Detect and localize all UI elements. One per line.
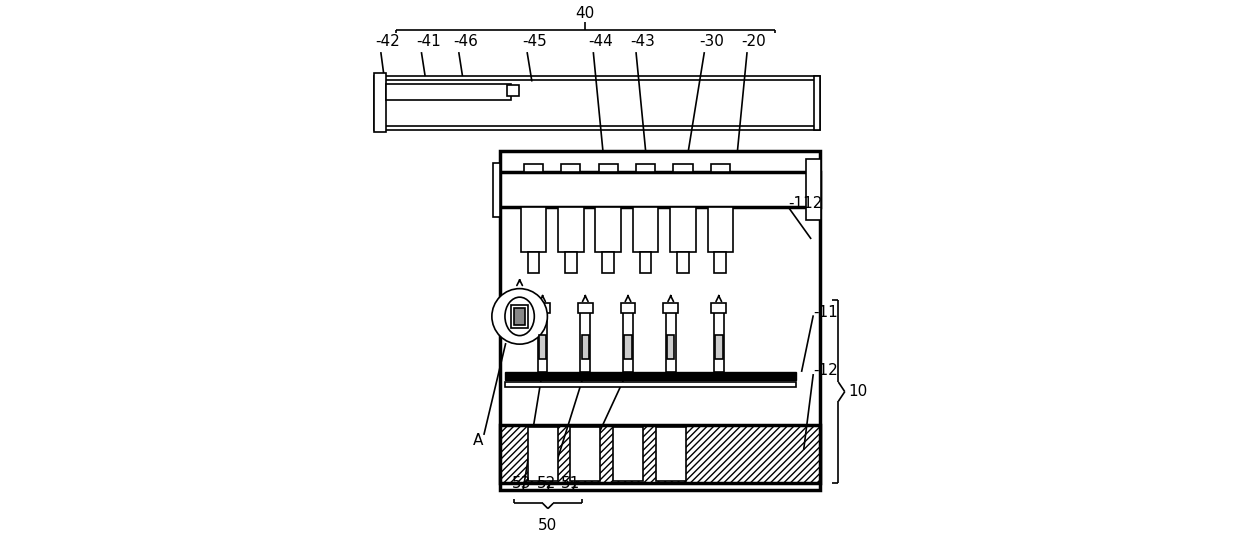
Bar: [386, 84, 511, 100]
Text: -112: -112: [789, 196, 822, 211]
Bar: [500, 426, 820, 483]
Bar: [636, 164, 655, 172]
Bar: [711, 164, 730, 172]
Bar: [656, 427, 686, 482]
Bar: [582, 335, 589, 358]
Bar: [580, 310, 590, 372]
Text: 40: 40: [575, 6, 595, 21]
Bar: [505, 381, 796, 387]
Bar: [500, 151, 820, 490]
Bar: [813, 76, 820, 130]
Text: -30: -30: [699, 34, 724, 49]
Bar: [712, 303, 727, 313]
Text: A: A: [472, 433, 484, 448]
Bar: [505, 372, 796, 380]
Text: 53: 53: [512, 476, 532, 491]
Bar: [562, 164, 580, 172]
Text: 50: 50: [538, 518, 558, 533]
Bar: [528, 252, 539, 273]
Bar: [595, 207, 621, 252]
Bar: [507, 84, 518, 96]
Bar: [570, 427, 600, 482]
Text: 52: 52: [537, 476, 556, 491]
Bar: [521, 207, 547, 252]
Bar: [663, 303, 678, 313]
Bar: [613, 427, 644, 482]
Text: -46: -46: [454, 34, 479, 49]
Bar: [666, 310, 676, 372]
Text: 51: 51: [562, 476, 580, 491]
Bar: [578, 303, 593, 313]
Text: -20: -20: [742, 34, 766, 49]
Text: -41: -41: [417, 34, 440, 49]
Bar: [640, 252, 651, 273]
Bar: [632, 207, 658, 252]
Bar: [714, 310, 724, 372]
Text: -45: -45: [522, 34, 547, 49]
Bar: [677, 252, 689, 273]
Bar: [538, 310, 547, 372]
Bar: [528, 427, 558, 482]
Ellipse shape: [505, 297, 534, 336]
Bar: [620, 303, 635, 313]
Bar: [708, 207, 733, 252]
Bar: [624, 310, 632, 372]
Text: 10: 10: [848, 384, 867, 399]
Bar: [714, 252, 727, 273]
Bar: [500, 172, 820, 207]
Bar: [624, 335, 631, 358]
Bar: [673, 164, 693, 172]
Bar: [715, 335, 723, 358]
Text: -11: -11: [813, 305, 838, 320]
Bar: [599, 164, 618, 172]
Text: -43: -43: [631, 34, 656, 49]
Bar: [494, 162, 501, 217]
Bar: [667, 335, 675, 358]
Bar: [565, 252, 577, 273]
Bar: [806, 159, 821, 220]
Bar: [539, 335, 547, 358]
Bar: [670, 207, 696, 252]
Bar: [558, 207, 584, 252]
Bar: [515, 308, 525, 325]
Text: -42: -42: [376, 34, 401, 49]
Bar: [523, 164, 543, 172]
Text: -12: -12: [813, 363, 838, 378]
Bar: [536, 303, 551, 313]
Bar: [374, 76, 820, 130]
Bar: [374, 74, 386, 132]
Bar: [603, 252, 614, 273]
Circle shape: [492, 288, 547, 344]
Text: -44: -44: [588, 34, 613, 49]
Bar: [511, 305, 528, 328]
